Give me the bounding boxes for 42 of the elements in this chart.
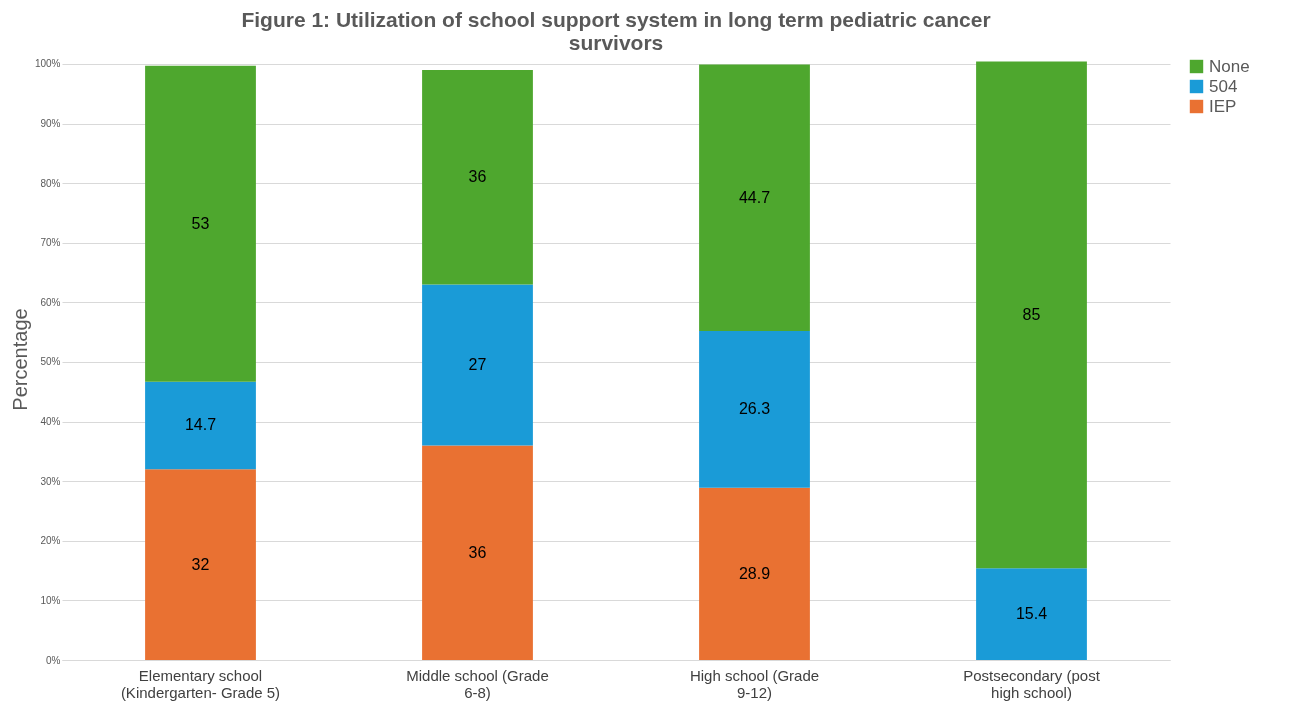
bar: [145, 469, 256, 660]
bar: [976, 61, 1087, 569]
y-tick-label: 10%: [40, 594, 61, 606]
bar: [422, 69, 533, 285]
data-label: 26.3: [738, 400, 771, 418]
y-tick-label: 40%: [40, 416, 61, 428]
y-tick-label: 30%: [40, 475, 61, 487]
y-tick-label: 20%: [40, 535, 61, 547]
x-tick-label: Postsecondary (post high school): [963, 666, 1101, 701]
data-label: 85: [1022, 305, 1041, 323]
data-label: 44.7: [738, 188, 771, 206]
data-label: 32: [191, 555, 210, 573]
bar: [976, 568, 1087, 660]
y-tick-label: 70%: [40, 237, 61, 249]
data-label: 28.9: [738, 564, 771, 582]
y-axis-title: Percentage: [8, 308, 31, 411]
bar: [699, 487, 810, 660]
data-label: 53: [191, 214, 210, 232]
data-label: 27: [468, 355, 487, 373]
bar: [699, 64, 810, 331]
y-tick-label: 50%: [40, 356, 61, 368]
y-tick-label: 80%: [40, 177, 61, 189]
bar: [145, 381, 256, 470]
bar: [422, 445, 533, 660]
bar: [145, 65, 256, 382]
legend-label: IEP: [1209, 96, 1237, 116]
x-tick-label: Elementary school (Kindergarten- Grade 5): [120, 666, 281, 701]
data-label: 36: [468, 543, 487, 561]
x-tick-label: High school (Grade 9-12): [689, 666, 820, 701]
x-tick-label: Middle school (Grade 6-8): [406, 666, 549, 701]
data-label: 36: [468, 168, 487, 186]
legend-label: None: [1209, 56, 1250, 76]
legend-label: 504: [1209, 76, 1238, 96]
data-label: 14.7: [184, 416, 217, 434]
chart-title: Figure 1: Utilization of school support system in long term pediatric cancer survivors: [241, 8, 991, 54]
y-tick-label: 100%: [34, 58, 61, 70]
bar: [699, 330, 810, 488]
y-tick-label: 60%: [40, 296, 61, 308]
y-tick-label: 90%: [40, 118, 61, 130]
y-tick-label: 0%: [46, 654, 61, 666]
data-label: 15.4: [1015, 605, 1048, 623]
bar: [422, 284, 533, 446]
